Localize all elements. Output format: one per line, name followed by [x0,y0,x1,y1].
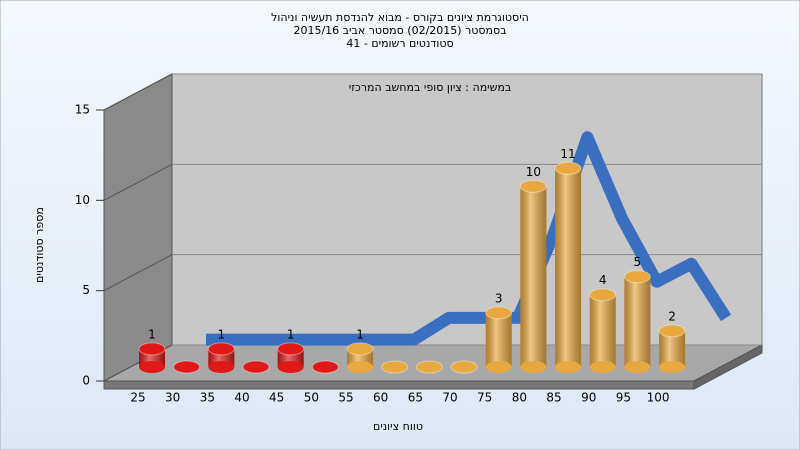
x-tick-label: 90 [581,391,596,405]
bar-bottom [485,361,512,373]
bar-top [138,342,166,356]
x-tick-label: 60 [373,391,388,405]
x-tick-label: 25 [130,391,145,405]
value-label: 1 [148,327,156,341]
bar-top [554,161,582,175]
bar-bottom [277,361,304,373]
value-label: 1 [287,327,295,341]
y-tick-label: 15 [75,103,90,117]
bar-top [381,360,409,374]
x-tick-label: 85 [546,391,561,405]
value-label: 3 [495,291,503,305]
x-tick-label: 45 [269,391,284,405]
x-tick-label: 70 [442,391,457,405]
bar-bottom [555,361,582,373]
x-tick-label: 40 [234,391,249,405]
title-line: בסמסטר (02/2015) סמסטר אביב 2015/16 [293,24,506,37]
bar-top [658,324,686,338]
bar-top [519,179,547,193]
title-line: סטודנטים רשומים - 41 [346,37,453,50]
bar-top [589,288,617,302]
bar-top [415,360,443,374]
x-tick-label: 35 [200,391,215,405]
x-tick-label: 55 [338,391,353,405]
grid-line [103,254,173,292]
y-tick-label: 5 [82,283,90,297]
x-tick-label: 100 [647,391,670,405]
bar-bottom [659,361,686,373]
bar-shade [589,294,616,367]
bar-top [311,360,339,374]
bar-shade [520,186,547,367]
left-wall [103,73,173,382]
value-label: 4 [599,273,607,287]
curve-line [206,131,732,346]
y-tick-label: 0 [82,374,90,388]
bar-bottom [589,361,616,373]
bar-shade [624,276,651,367]
y-tick-label: 10 [75,193,90,207]
x-axis-label: טווח ציונים [373,420,423,433]
value-label: 1 [356,327,364,341]
title-line: היסטוגרמת ציונים בקורס - מבוא להנדסת תעש… [271,11,529,24]
x-tick-label: 75 [477,391,492,405]
bar-top [450,360,478,374]
bar-top [207,342,235,356]
value-label: 11 [560,147,575,161]
grid-line [103,73,173,111]
value-label: 5 [634,255,642,269]
x-tick-label: 65 [408,391,423,405]
floor-side [693,344,763,390]
bar-top [623,270,651,284]
bar-shade [659,330,686,367]
grid-line [103,163,173,201]
bar-top [242,360,270,374]
bar-bottom [139,361,165,373]
floor-edge [103,380,695,390]
back-wall [171,73,763,346]
x-tick-label: 95 [616,391,631,405]
bar-shade [555,168,582,367]
x-tick-label: 80 [512,391,527,405]
bar-top [346,342,374,356]
bar-bottom [624,361,651,373]
bar-bottom [347,361,374,373]
bar-top [485,306,513,320]
annotation: במשימה : ציון סופי במחשב המרכזי [349,81,512,94]
bar-bottom [520,361,547,373]
value-label: 2 [668,309,676,323]
x-tick-label: 30 [165,391,180,405]
bar-top [173,360,201,374]
value-label: 10 [526,165,541,179]
bar-shade [485,312,512,367]
bar-top [277,342,305,356]
bar-bottom [208,361,235,373]
x-tick-label: 50 [304,391,319,405]
value-label: 1 [218,327,226,341]
y-axis-label: מספר סטודנטים [33,207,46,283]
